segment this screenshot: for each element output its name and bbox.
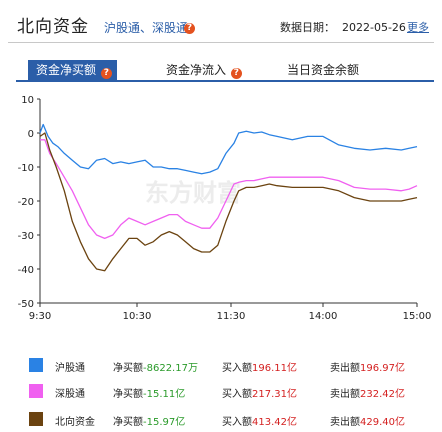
tab-daily-balance-label: 当日资金余额 (287, 63, 360, 77)
legend-series-name: 北向资金 (55, 417, 95, 428)
sell-value: 232.42亿 (360, 389, 405, 400)
legend-series-name: 沪股通 (55, 363, 85, 374)
net-buy-cell: 净买额-15.11亿 (113, 385, 185, 400)
net-buy-value: -15.11亿 (143, 389, 186, 400)
net-buy-value: -15.97亿 (143, 417, 186, 428)
x-tick-label: 14:00 (309, 311, 338, 322)
y-tick-label: -30 (18, 231, 34, 242)
series-line-shenzhen-connect (40, 139, 418, 240)
more-link[interactable]: 更多 (407, 21, 429, 34)
legend-row: 沪股通 净买额-8622.17万 买入额196.11亿 卖出额196.97亿 (0, 355, 442, 377)
legend-row: 北向资金 净买额-15.97亿 买入额413.42亿 卖出额429.40亿 (0, 409, 442, 431)
y-tick-label: -50 (18, 299, 34, 310)
tab-daily-balance[interactable]: 当日资金余额 (287, 60, 359, 80)
sell-label: 卖出额 (330, 363, 360, 374)
buy-label: 买入额 (222, 363, 252, 374)
buy-cell: 买入额196.11亿 (222, 359, 297, 374)
legend-row: 深股通 净买额-15.11亿 买入额217.31亿 卖出额232.42亿 (0, 381, 442, 403)
y-tick-label: 10 (21, 95, 34, 106)
buy-value: 196.11亿 (252, 363, 297, 374)
tab-net-buy-label: 资金净买额 (36, 63, 97, 77)
legend-swatch (29, 358, 43, 372)
buy-label: 买入额 (222, 417, 252, 428)
buy-cell: 买入额217.31亿 (222, 385, 297, 400)
header: 北向资金 沪股通、深股通 ? 数据日期： 2022-05-26 更多 (0, 0, 442, 42)
sell-value: 196.97亿 (360, 363, 405, 374)
y-tick-label: 0 (28, 129, 34, 140)
sell-cell: 卖出额196.97亿 (330, 359, 405, 374)
legend-swatch (29, 384, 43, 398)
x-tick-label: 9:30 (29, 311, 51, 322)
header-divider (8, 42, 434, 43)
sell-cell: 卖出额429.40亿 (330, 413, 405, 428)
net-buy-label: 净买额 (113, 389, 143, 400)
date-label: 数据日期： (280, 21, 335, 34)
net-buy-label: 净买额 (113, 417, 143, 428)
net-buy-line-chart: 东方财富 10 0 -10 -20 -30 -40 -509:30 10:30 11:30 14:0… (18, 95, 432, 322)
series-line-shanghai-connect (39, 123, 418, 175)
tab-net-inflow-label: 资金净流入 (166, 63, 227, 77)
sell-label: 卖出额 (330, 389, 360, 400)
net-buy-label: 净买额 (113, 363, 143, 374)
x-tick-label: 11:30 (217, 311, 246, 322)
net-buy-value: -8622.17万 (143, 363, 198, 374)
buy-value: 413.42亿 (252, 417, 297, 428)
help-icon[interactable]: ? (100, 68, 112, 79)
legend-series-name: 深股通 (55, 389, 85, 400)
sell-value: 429.40亿 (360, 417, 405, 428)
tabs-underline (16, 80, 434, 82)
y-tick-label: -40 (18, 265, 34, 276)
x-tick-label: 10:30 (123, 311, 152, 322)
net-buy-cell: 净买额-8622.17万 (113, 359, 198, 374)
x-tick-label: 15:00 (403, 311, 432, 322)
sell-label: 卖出额 (330, 417, 360, 428)
y-tick-label: -10 (18, 163, 34, 174)
tab-net-buy[interactable]: 资金净买额 ? (28, 60, 117, 80)
series-line-northbound-total (39, 132, 418, 272)
sell-cell: 卖出额232.42亿 (330, 385, 405, 400)
date-value: 2022-05-26 (342, 21, 406, 34)
help-icon[interactable]: ? (184, 23, 195, 34)
legend-swatch (29, 412, 43, 426)
page-title: 北向资金 (17, 17, 89, 37)
tab-net-inflow[interactable]: 资金净流入 ? (166, 60, 242, 80)
y-tick-label: -20 (18, 197, 34, 208)
buy-value: 217.31亿 (252, 389, 297, 400)
buy-label: 买入额 (222, 389, 252, 400)
chart-watermark: 东方财富 (145, 179, 241, 207)
buy-cell: 买入额413.42亿 (222, 413, 297, 428)
net-buy-cell: 净买额-15.97亿 (113, 413, 185, 428)
help-icon[interactable]: ? (230, 68, 242, 79)
page-subtitle: 沪股通、深股通 (104, 21, 189, 35)
